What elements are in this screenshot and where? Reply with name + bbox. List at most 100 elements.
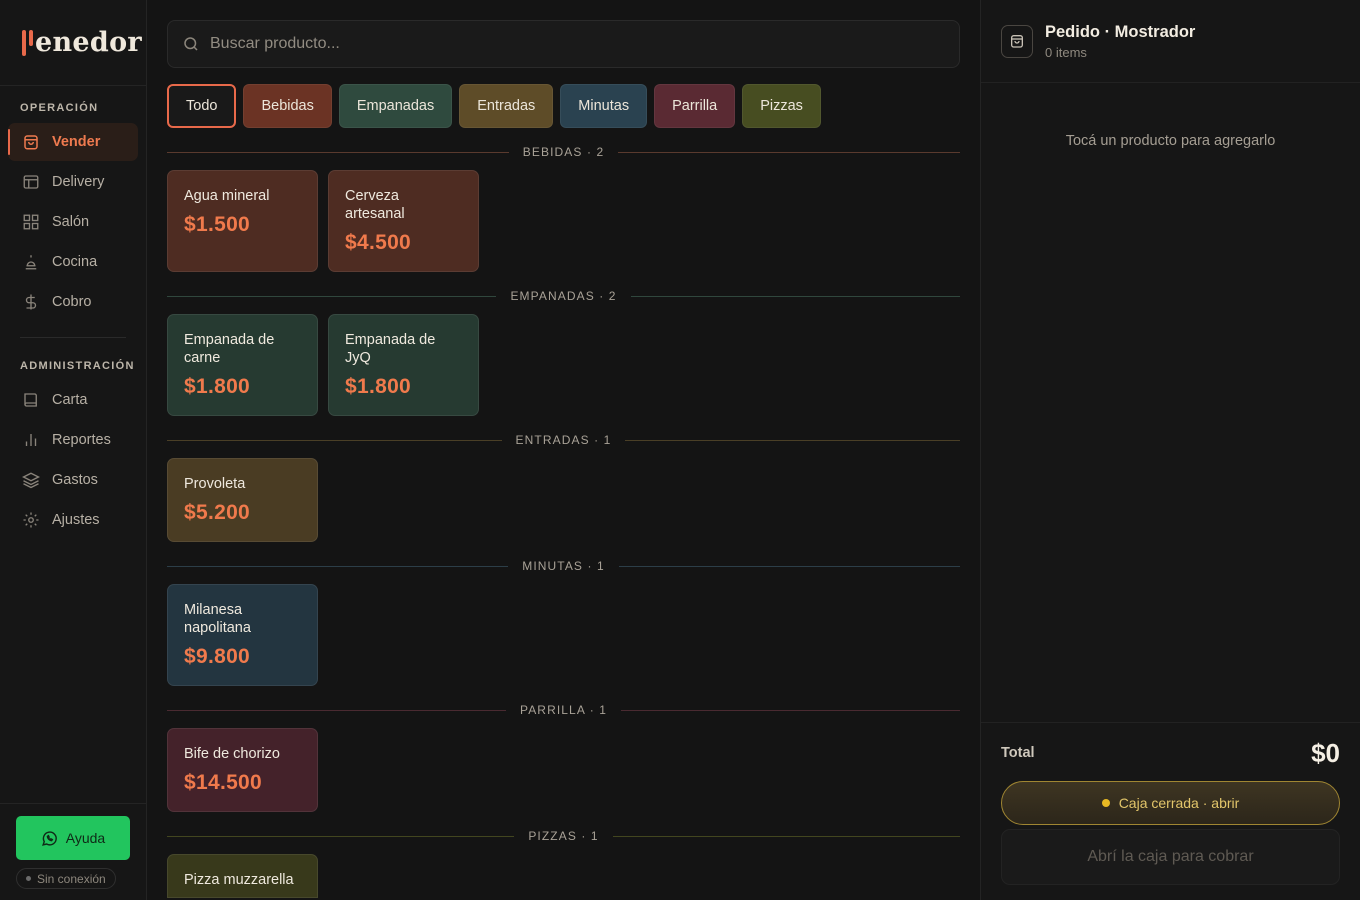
product-price: $14.500: [184, 771, 263, 794]
connection-status-badge: Sin conexión: [16, 868, 116, 889]
product-name: Pizza muzzarella: [184, 872, 294, 888]
sidebar-item-vender[interactable]: Vender: [8, 123, 138, 161]
help-label: Ayuda: [65, 830, 106, 846]
search-input[interactable]: [210, 35, 910, 53]
sidebar-item-label: Delivery: [52, 174, 105, 190]
open-register-label: Caja cerrada · abrir: [1118, 795, 1240, 811]
section-title: BEBIDAS: [522, 145, 583, 159]
product-name: Provoleta: [184, 476, 246, 492]
gear-icon: [22, 511, 40, 529]
register-status-dot-icon: [1101, 799, 1110, 807]
product-name: Milanesa napolitana: [184, 602, 251, 636]
order-panel: Pedido · Mostrador 0 items Tocá un produ…: [980, 0, 1360, 900]
product-price: $9.800: [184, 645, 251, 668]
product-card[interactable]: Provoleta $5.200: [167, 458, 318, 542]
sidebar-item-gastos[interactable]: Gastos: [8, 461, 138, 499]
sidebar-item-ajustes[interactable]: Ajustes: [8, 501, 138, 539]
sidebar-footer: Ayuda Sin conexión: [0, 803, 146, 900]
section-divider-line: [167, 151, 509, 153]
product-price: $4.500: [345, 231, 412, 254]
section-title: EMPANADAS: [510, 289, 595, 303]
product-card[interactable]: Cerveza artesanal $4.500: [328, 170, 479, 272]
product-grid: Empanada de carne $1.800 Empanada de JyQ $1…: [167, 314, 960, 416]
section-header-empanadas: EMPANADAS · 2: [167, 289, 960, 303]
connection-status-text: Sin conexión: [37, 871, 106, 886]
order-header: Pedido · Mostrador 0 items: [981, 0, 1360, 83]
grid-icon: [22, 213, 40, 231]
product-area: TodoBebidasEmpanadasEntradasMinutasParri…: [147, 0, 980, 900]
section-title: PARRILLA: [519, 703, 586, 717]
sidebar-item-label: Vender: [52, 134, 101, 150]
product-price: $1.800: [345, 375, 412, 398]
category-chip-todo[interactable]: Todo: [167, 84, 237, 128]
section-divider-line: [621, 709, 960, 711]
section-header-parrilla: PARRILLA · 1: [167, 703, 960, 717]
product-card[interactable]: Bife de chorizo $14.500: [167, 728, 318, 812]
category-chip-empanadas[interactable]: Empanadas: [338, 84, 453, 128]
sidebar-item-delivery[interactable]: Delivery: [8, 163, 138, 201]
section-divider-line: [625, 439, 960, 441]
book-icon: [22, 391, 40, 409]
section-label: EMPANADAS · 2: [496, 289, 630, 303]
section-divider-line: [630, 295, 960, 297]
sidebar-item-reportes[interactable]: Reportes: [8, 421, 138, 459]
delivery-icon: [22, 173, 40, 191]
sidebar-item-carta[interactable]: Carta: [8, 381, 138, 419]
product-card[interactable]: Empanada de JyQ $1.800: [328, 314, 479, 416]
category-chip-parrilla[interactable]: Parrilla: [654, 84, 736, 128]
section-label: PARRILLA · 1: [506, 703, 621, 717]
section-count: · 1: [594, 433, 612, 447]
order-title: Pedido · Mostrador: [1045, 22, 1196, 41]
section-label: MINUTAS · 1: [508, 559, 619, 573]
section-header-pizzas: PIZZAS · 1: [167, 829, 961, 843]
product-card[interactable]: Empanada de carne $1.800: [167, 314, 318, 416]
help-button[interactable]: Ayuda: [16, 816, 130, 860]
section-divider-line: [167, 709, 506, 711]
dollar-icon: [22, 293, 40, 311]
total-row: Total $0: [1001, 735, 1340, 771]
product-grid: Agua mineral $1.500 Cerveza artesanal $4.50…: [167, 170, 960, 272]
status-dot-icon: [26, 876, 31, 881]
product-grid: Pizza muzzarella: [167, 854, 960, 898]
section-label: BEBIDAS · 2: [509, 145, 618, 159]
section-count: · 2: [586, 145, 605, 159]
section-label: ENTRADAS · 1: [502, 433, 626, 447]
order-items-count: 0 items: [1045, 44, 1087, 60]
total-label: Total: [1001, 745, 1035, 761]
sidebar-item-salon[interactable]: Salón: [8, 203, 138, 241]
product-grid: Provoleta $5.200: [167, 458, 960, 542]
sidebar-divider: [20, 337, 126, 338]
product-name: Agua mineral: [184, 188, 270, 204]
product-grid: Milanesa napolitana $9.800: [167, 584, 960, 686]
section-header-bebidas: BEBIDAS · 2: [167, 145, 961, 159]
product-card[interactable]: Agua mineral $1.500: [167, 170, 318, 272]
open-register-button[interactable]: Caja cerrada · abrir: [1001, 781, 1340, 825]
category-chip-minutas[interactable]: Minutas: [560, 84, 648, 128]
category-filter-bar: Todo Bebidas Empanadas Entradas Minutas Parri…: [167, 84, 960, 128]
section-count: · 1: [587, 559, 605, 573]
product-card[interactable]: Pizza muzzarella: [167, 854, 318, 898]
layers-icon: [22, 471, 40, 489]
shopping-bag-icon: [1001, 24, 1033, 58]
sidebar-item-cobro[interactable]: Cobro: [8, 283, 138, 321]
section-divider-line: [618, 151, 961, 153]
category-chip-pizzas[interactable]: Pizzas: [742, 84, 821, 128]
product-card[interactable]: Milanesa napolitana $9.800: [167, 584, 318, 686]
section-label-operacion: OPERACIÓN: [20, 102, 99, 114]
category-chip-bebidas[interactable]: Bebidas: [243, 84, 332, 128]
section-count: · 1: [589, 703, 608, 717]
section-divider-line: [167, 565, 509, 567]
category-chip-entradas[interactable]: Entradas: [459, 84, 554, 128]
sidebar-item-cocina[interactable]: Cocina: [8, 243, 138, 281]
charge-button[interactable]: Abrí la caja para cobrar: [1001, 829, 1340, 885]
product-name: Bife de chorizo: [184, 746, 280, 762]
nav-admin: Carta Reportes Gastos Ajustes: [0, 381, 146, 539]
order-footer: Total $0 Caja cerrada · abrir Abrí la ca…: [981, 722, 1360, 900]
product-name: Cerveza artesanal: [345, 188, 405, 222]
section-divider-line: [618, 565, 960, 567]
section-divider-line: [167, 439, 502, 441]
product-price: $5.200: [184, 501, 251, 524]
product-name: Empanada de carne: [184, 332, 275, 366]
product-name: Empanada de JyQ: [345, 332, 436, 366]
section-label: PIZZAS · 1: [514, 829, 612, 843]
